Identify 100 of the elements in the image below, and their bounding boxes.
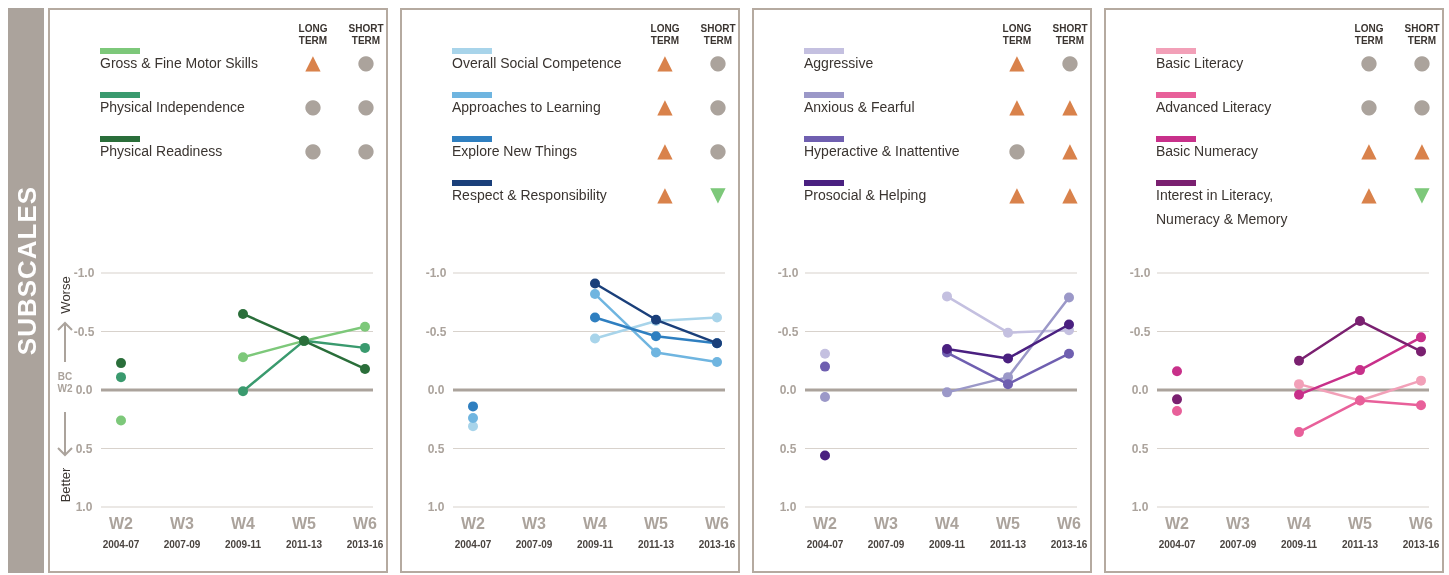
text: Worse <box>58 276 73 314</box>
point <box>1294 355 1304 366</box>
x-tick-label: W4 2009-11 <box>928 515 966 550</box>
text: ▲ <box>1009 50 1026 74</box>
text: SHORT TERM <box>1404 23 1440 46</box>
text: BC W2 <box>57 371 73 394</box>
point <box>1416 375 1426 386</box>
point <box>820 450 830 461</box>
point <box>1003 327 1013 338</box>
y-tick-label: -1.0 <box>425 266 447 280</box>
x-tick-label: W6 2013-16 <box>1050 515 1088 550</box>
text: ▼ <box>710 182 727 206</box>
text: SHORT TERM <box>348 23 384 46</box>
y-tick-label: 0.5 <box>779 441 797 456</box>
y-tick-label: 0.0 <box>779 383 797 397</box>
point <box>1064 348 1074 359</box>
y-tick-label: 0.0 <box>75 383 93 397</box>
legend-label: Basic Numeracy <box>1156 143 1258 159</box>
text: LONG TERM <box>1354 23 1384 46</box>
point <box>1416 346 1426 357</box>
point <box>116 415 126 426</box>
point <box>360 321 370 332</box>
text: ● <box>357 50 375 74</box>
y-tick-label: -1.0 <box>1129 266 1151 280</box>
text: ▲ <box>1062 182 1079 206</box>
text: ● <box>1413 94 1431 118</box>
text: ▲ <box>1361 182 1378 206</box>
text: LONG TERM <box>650 23 680 46</box>
y-tick-label: -0.5 <box>73 324 95 339</box>
text: ▲ <box>657 182 674 206</box>
y-tick-label: -0.5 <box>1129 324 1151 339</box>
y-tick-label: 1.0 <box>779 500 797 514</box>
x-tick-label: W3 2007-09 <box>1219 515 1257 550</box>
text: ● <box>304 138 322 162</box>
text: ● <box>1061 50 1079 74</box>
y-axis-title: SUBSCALES <box>12 185 42 356</box>
y-tick-label: 0.5 <box>427 441 445 456</box>
y-tick-label: -1.0 <box>73 266 95 280</box>
point <box>116 372 126 383</box>
x-tick-label: W3 2007-09 <box>867 515 905 550</box>
legend-label: Anxious & Fearful <box>804 99 915 115</box>
point <box>1294 379 1304 390</box>
y-tick-label: 1.0 <box>75 500 93 514</box>
x-tick-label: W4 2009-11 <box>576 515 614 550</box>
text: ● <box>1008 138 1026 162</box>
y-tick-label: -0.5 <box>425 324 447 339</box>
point <box>238 352 248 363</box>
text: ● <box>357 138 375 162</box>
text: LONG TERM <box>1002 23 1032 46</box>
x-tick-label: W2 2004-07 <box>102 515 140 550</box>
x-tick-label: W3 2007-09 <box>163 515 201 550</box>
legend-label: Respect & Responsibility <box>452 187 607 203</box>
text: ● <box>304 94 322 118</box>
text: ● <box>1360 94 1378 118</box>
point <box>1172 406 1182 417</box>
y-tick-label: 1.0 <box>427 500 445 514</box>
point <box>1172 366 1182 377</box>
text: ▲ <box>1009 94 1026 118</box>
text: SHORT TERM <box>1052 23 1088 46</box>
text: LONG TERM <box>298 23 328 46</box>
x-tick-label: W5 2011-13 <box>989 515 1027 550</box>
text: SHORT TERM <box>700 23 736 46</box>
point <box>712 312 722 323</box>
point <box>651 331 661 342</box>
text: Better <box>58 466 73 503</box>
point <box>1064 292 1074 303</box>
y-tick-label: 0.5 <box>75 441 93 456</box>
point <box>942 387 952 398</box>
text: ▼ <box>1414 182 1431 206</box>
x-tick-label: W4 2009-11 <box>224 515 262 550</box>
x-tick-label: W2 2004-07 <box>806 515 844 550</box>
point <box>820 392 830 403</box>
text: ● <box>357 94 375 118</box>
point <box>1355 365 1365 376</box>
legend-label: Basic Literacy <box>1156 55 1244 71</box>
legend-label: Approaches to Learning <box>452 99 601 115</box>
legend-label: Explore New Things <box>452 143 578 159</box>
y-tick-label: -1.0 <box>777 266 799 280</box>
y-tick-label: 0.0 <box>427 383 445 397</box>
point <box>1355 315 1365 326</box>
legend-label: Prosocial & Helping <box>804 187 927 203</box>
x-tick-label: W4 2009-11 <box>1280 515 1318 550</box>
text: ▲ <box>657 94 674 118</box>
point <box>116 358 126 369</box>
point <box>360 342 370 353</box>
legend-label: Advanced Literacy <box>1156 99 1272 115</box>
x-tick-label: W6 2013-16 <box>346 515 384 550</box>
point <box>468 401 478 412</box>
point <box>1294 389 1304 400</box>
text: ● <box>709 50 727 74</box>
point <box>590 289 600 300</box>
text: ▲ <box>1009 182 1026 206</box>
text: ▲ <box>305 50 322 74</box>
point <box>1416 400 1426 411</box>
x-tick-label: W2 2004-07 <box>1158 515 1196 550</box>
legend-label: Interest in Literacy, Numeracy & Memory <box>1156 187 1288 227</box>
y-tick-label: 0.0 <box>1131 383 1149 397</box>
legend-label: Overall Social Competence <box>452 55 622 71</box>
x-tick-label: W6 2013-16 <box>698 515 736 550</box>
x-tick-label: W2 2004-07 <box>454 515 492 550</box>
